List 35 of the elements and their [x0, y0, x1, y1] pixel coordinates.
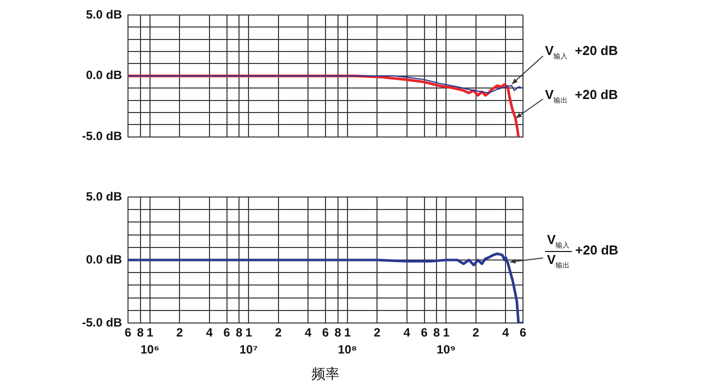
text: 8	[136, 325, 144, 340]
x-tick-label: 10⁶	[140, 342, 160, 357]
x-tick-label: 10⁷	[240, 342, 258, 357]
y-tick-label: 5.0 dB	[86, 7, 122, 22]
x-tick-label: 10⁹	[436, 342, 456, 357]
y-tick-label: -5.0 dB	[82, 315, 122, 330]
text: 2	[176, 325, 184, 340]
text: 1	[344, 325, 352, 340]
y-tick-label: 5.0 dB	[86, 189, 122, 204]
text: V$_{输入}$ V$_{输出}$ +20 dB	[546, 232, 618, 270]
text: 8	[433, 325, 440, 340]
text: 6	[520, 325, 527, 340]
x-tick-label: 10⁸	[338, 342, 357, 357]
text: 6	[124, 325, 132, 340]
text: 2	[472, 325, 480, 340]
text: V$_{输出}$ +20 dB	[545, 87, 618, 105]
text: 2	[374, 325, 381, 340]
text: 6	[223, 325, 230, 340]
text: 8	[236, 325, 243, 340]
text: V$_{输入}$ +20 dB	[545, 43, 618, 61]
x-axis-title: 频率	[312, 365, 340, 382]
text: 6	[420, 325, 428, 340]
text: 6	[322, 325, 330, 340]
y-tick-label: -5.0 dB	[82, 129, 122, 144]
text: 1	[146, 325, 154, 340]
y-tick-label: 0.0 dB	[86, 68, 122, 82]
text: 1	[245, 325, 252, 340]
text: 4	[502, 325, 510, 340]
text: 1	[442, 325, 450, 340]
text: 8	[334, 325, 342, 340]
y-tick-label: 0.0 dB	[86, 252, 122, 266]
text: 4	[404, 325, 411, 340]
text: 4	[206, 325, 214, 340]
text: 2	[275, 325, 282, 340]
text: 4	[304, 325, 312, 340]
